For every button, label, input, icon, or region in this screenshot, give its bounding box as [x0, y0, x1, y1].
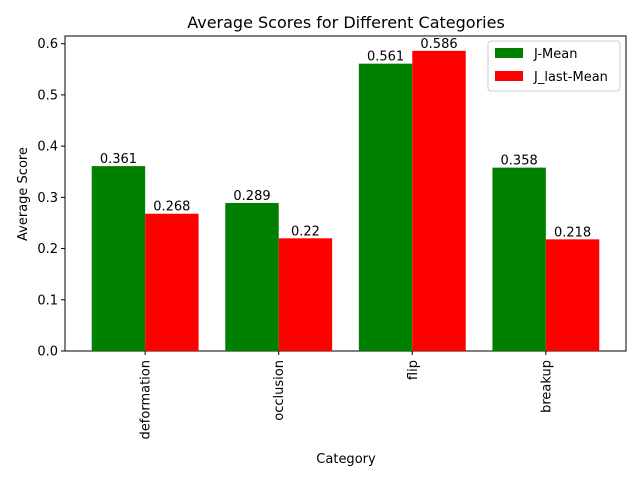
x-tick-label-flip: flip — [406, 360, 421, 380]
data-label-j-last-mean-breakup: 0.218 — [554, 225, 591, 240]
data-label-j-mean-occlusion: 0.289 — [233, 189, 270, 204]
data-label-j-last-mean-deformation: 0.268 — [153, 200, 190, 215]
bar-j-last-mean-breakup — [545, 239, 600, 351]
y-tick-label: 0.3 — [37, 191, 58, 206]
y-tick-label: 0.4 — [37, 140, 58, 155]
plot-area — [64, 35, 627, 352]
x-tick-label-occlusion: occlusion — [272, 360, 287, 421]
y-axis-label: Average Score — [16, 147, 31, 241]
bars — [91, 50, 600, 351]
bar-j-last-mean-occlusion — [278, 238, 333, 351]
bar-j-last-mean-deformation — [145, 213, 199, 351]
data-label-j-mean-flip: 0.561 — [367, 50, 404, 65]
y-tick-label: 0.6 — [37, 37, 58, 52]
legend-label-j-last-mean: J_last-Mean — [533, 70, 608, 85]
data-label-j-last-mean-flip: 0.586 — [420, 37, 457, 52]
y-tick-label: 0.1 — [37, 293, 58, 308]
bar-j-mean-flip — [358, 63, 413, 351]
data-label-j-last-mean-occlusion: 0.22 — [291, 224, 320, 239]
legend-swatch-j-last-mean — [495, 71, 523, 81]
x-axis-label: Category — [316, 452, 376, 467]
chart-title: Average Scores for Different Categories — [187, 13, 505, 32]
bar-j-mean-deformation — [91, 166, 146, 351]
x-tick-label-deformation: deformation — [139, 360, 154, 439]
legend-swatch-j-mean — [495, 48, 523, 58]
x-tick-label-breakup: breakup — [539, 360, 554, 413]
x-axis: deformation occlusion flip breakup — [139, 351, 554, 439]
bar-j-mean-breakup — [492, 167, 546, 351]
data-label-j-mean-breakup: 0.358 — [501, 154, 538, 169]
y-tick-label: 0.2 — [37, 242, 58, 257]
bar-j-last-mean-flip — [412, 50, 466, 351]
legend-label-j-mean: J-Mean — [533, 47, 577, 62]
bar-j-mean-occlusion — [225, 202, 279, 351]
y-tick-label: 0.0 — [37, 345, 58, 360]
data-labels: 0.361 0.268 0.289 0.22 0.561 0.586 0.358 0.218 — [100, 37, 591, 240]
y-axis: 0.0 0.1 0.2 0.3 0.4 0.5 0.6 — [37, 37, 65, 360]
legend: J-Mean J_last-Mean — [487, 40, 621, 92]
data-label-j-mean-deformation: 0.361 — [100, 152, 137, 167]
y-tick-label: 0.5 — [37, 88, 58, 103]
